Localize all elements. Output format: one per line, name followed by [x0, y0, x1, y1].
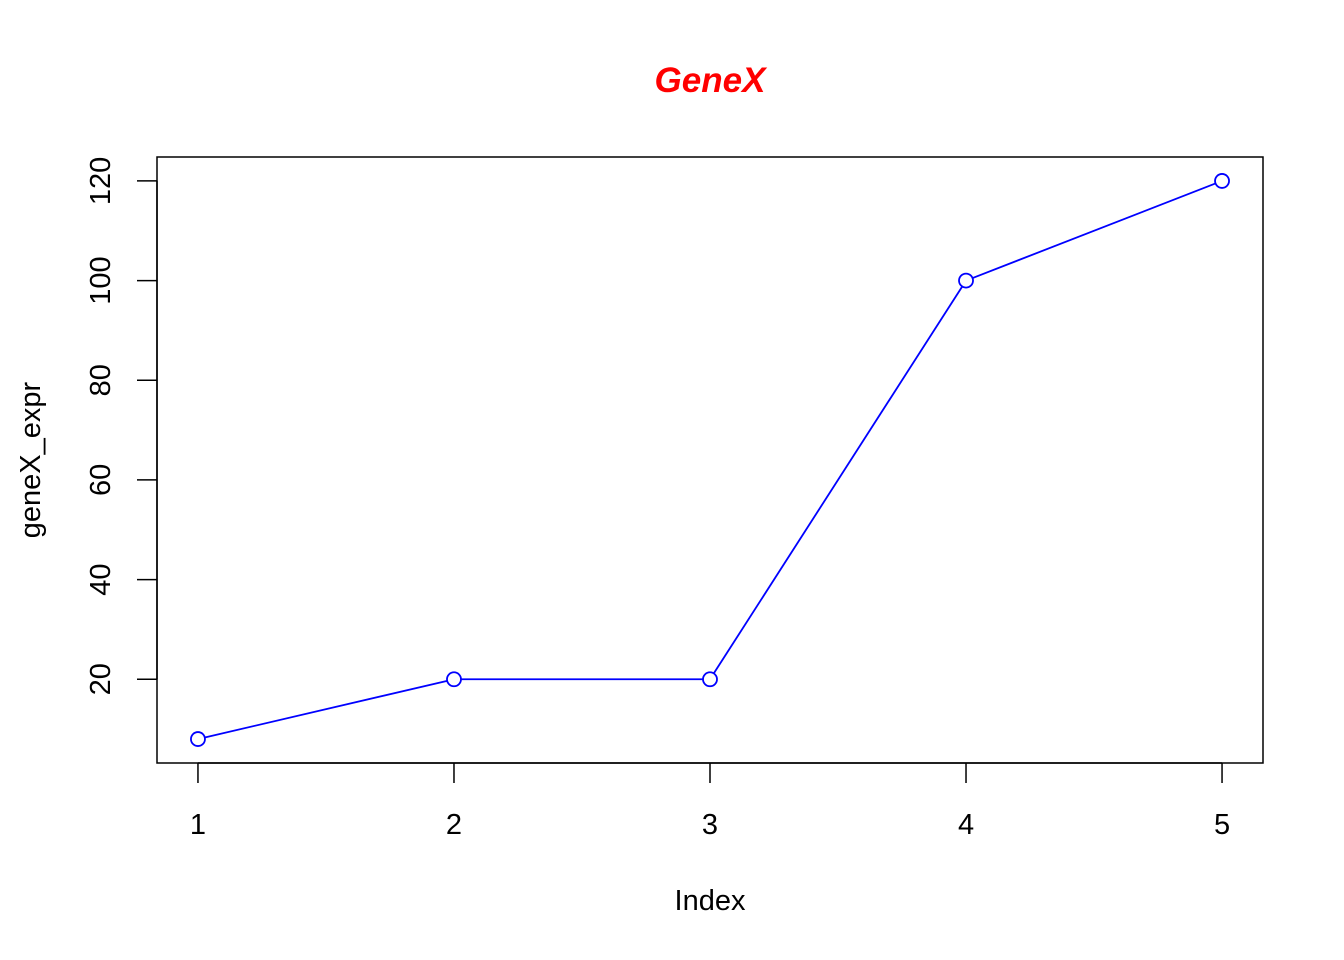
y-tick-label: 100 — [85, 256, 117, 304]
y-tick-label: 60 — [85, 464, 117, 496]
x-tick-label: 2 — [446, 809, 462, 841]
data-point-marker — [446, 671, 462, 688]
y-tick-label: 40 — [85, 563, 117, 595]
data-point-marker — [1214, 173, 1230, 189]
x-axis: 1 2 3 4 5 — [190, 762, 1230, 841]
x-axis-label: Index — [675, 885, 746, 917]
chart-title: GeneX — [655, 61, 769, 100]
x-tick-label: 3 — [702, 809, 718, 841]
x-tick-label: 5 — [1214, 809, 1230, 841]
series-line-segment — [713, 285, 963, 674]
data-point-marker — [702, 671, 718, 688]
series-line-segment — [204, 679, 448, 739]
y-axis: 20 40 60 80 100 120 — [85, 157, 158, 695]
x-tick-label: 1 — [190, 809, 206, 841]
data-point-marker — [190, 731, 206, 747]
series-geneX-expr — [190, 173, 1230, 747]
x-tick-label: 4 — [958, 809, 974, 841]
y-axis-label: geneX_expr — [15, 381, 47, 538]
y-tick-label: 120 — [85, 157, 117, 205]
y-tick-label: 20 — [85, 663, 117, 695]
data-point-marker — [958, 272, 974, 289]
series-line-segment — [972, 182, 1216, 279]
y-tick-label: 80 — [85, 364, 117, 396]
